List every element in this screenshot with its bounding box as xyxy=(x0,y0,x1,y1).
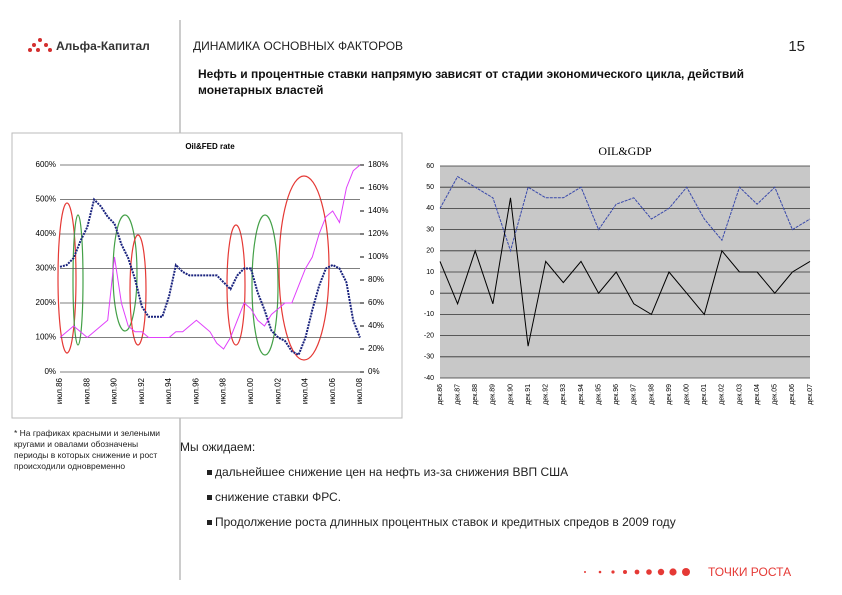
y2-tick-label: 60% xyxy=(368,298,384,307)
subtitle-box: Нефть и процентные ставки напрямую завис… xyxy=(198,67,745,97)
y-tick-label: 50 xyxy=(426,184,434,191)
chart-title: Oil&FED rate xyxy=(185,142,235,151)
bullet: снижение ставки ФРС. xyxy=(215,490,341,504)
y-tick-label: 60 xyxy=(426,163,434,170)
y2-tick-label: 80% xyxy=(368,275,384,284)
x-tick-label: дек.07 xyxy=(807,384,814,405)
x-tick-label: июл.08 xyxy=(355,377,364,404)
x-tick-label: дек.92 xyxy=(543,384,550,405)
y2-tick-label: 180% xyxy=(368,160,388,169)
x-tick-label: дек.90 xyxy=(507,384,514,405)
page-number: 15 xyxy=(788,38,805,55)
y-tick-label: 200% xyxy=(36,298,56,307)
subtitle: Нефть и процентные ставки напрямую завис… xyxy=(198,67,745,97)
series-line xyxy=(439,197,811,347)
footer-dots xyxy=(584,568,690,576)
y-tick-label: 0 xyxy=(430,290,434,297)
footnote: * На графиках красными и зелеными кругам… xyxy=(14,428,161,471)
x-tick-label: июл.02 xyxy=(273,377,282,404)
x-tick-label: дек.01 xyxy=(701,384,708,405)
x-tick-label: июл.00 xyxy=(246,377,255,404)
series-line xyxy=(59,164,361,350)
y2-tick-label: 40% xyxy=(368,321,384,330)
x-tick-label: июл.94 xyxy=(164,377,173,404)
y-tick-label: 600% xyxy=(36,160,56,169)
ovals xyxy=(57,175,330,361)
x-tick-label: дек.93 xyxy=(560,384,567,405)
x-tick-label: дек.95 xyxy=(595,384,602,405)
y-tick-label: -10 xyxy=(424,311,434,318)
bullets xyxy=(207,470,212,525)
header-title: ДИНАМИКА ОСНОВНЫХ ФАКТОРОВ xyxy=(193,39,403,53)
y-tick-label: -30 xyxy=(424,354,434,361)
x-tick-label: дек.03 xyxy=(736,384,743,405)
expect-title: Мы ожидаем: xyxy=(180,440,255,454)
x-tick-label: дек.94 xyxy=(578,384,585,405)
x-tick-label: дек.04 xyxy=(754,384,761,405)
x-tick-label: дек.88 xyxy=(472,384,479,405)
footnote-box: * На графиках красными и зелеными кругам… xyxy=(14,428,161,471)
x-tick-label: июл.04 xyxy=(301,377,310,404)
x-tick-label: дек.02 xyxy=(719,384,726,405)
x-tick-label: дек.06 xyxy=(789,384,796,405)
series-line xyxy=(59,197,361,357)
y-tick-label: 40 xyxy=(426,205,434,212)
x-tick-label: дек.87 xyxy=(454,384,461,405)
x-tick-label: июл.86 xyxy=(55,377,64,404)
x-tick-label: дек.05 xyxy=(772,384,779,405)
y2-tick-label: 160% xyxy=(368,183,388,192)
y-tick-label: -40 xyxy=(424,375,434,382)
x-tick-label: июл.88 xyxy=(82,377,91,404)
y-tick-label: 20 xyxy=(426,248,434,255)
footer: ТОЧКИ РОСТА xyxy=(708,565,791,579)
x-tick-label: дек.96 xyxy=(613,384,620,405)
logo: Альфа-Капитал xyxy=(56,39,150,53)
x-tick-label: дек.97 xyxy=(631,384,638,405)
x-tick-label: дек.89 xyxy=(490,384,497,405)
bullet: Продолжение роста длинных процентных ста… xyxy=(215,515,676,529)
x-tick-label: июл.90 xyxy=(110,377,119,404)
y2-tick-label: 120% xyxy=(368,229,388,238)
x-tick-label: июл.92 xyxy=(137,377,146,404)
y-tick-label: 400% xyxy=(36,229,56,238)
x-tick-label: дек.86 xyxy=(437,384,444,405)
x-tick-label: дек.98 xyxy=(648,384,655,405)
x-tick-label: июл.98 xyxy=(219,377,228,404)
x-tick-label: дек.00 xyxy=(684,384,691,405)
y2-tick-label: 100% xyxy=(368,252,388,261)
y-tick-label: 30 xyxy=(426,226,434,233)
y-tick-label: -20 xyxy=(424,332,434,339)
x-tick-label: июл.96 xyxy=(191,377,200,404)
y-tick-label: 100% xyxy=(36,333,56,342)
y2-tick-label: 20% xyxy=(368,344,384,353)
y2-tick-label: 0% xyxy=(368,367,380,376)
chart-title: OIL&GDP xyxy=(598,144,652,158)
y-tick-label: 300% xyxy=(36,264,56,273)
logo-icon xyxy=(28,38,52,52)
bullet: дальнейшее снижение цен на нефть из-за с… xyxy=(215,465,568,479)
x-tick-label: дек.99 xyxy=(666,384,673,405)
x-tick-label: июл.06 xyxy=(328,377,337,404)
y-tick-label: 0% xyxy=(44,367,56,376)
y-tick-label: 10 xyxy=(426,269,434,276)
series-line xyxy=(439,175,811,253)
y-tick-label: 500% xyxy=(36,195,56,204)
y2-tick-label: 140% xyxy=(368,206,388,215)
x-tick-label: дек.91 xyxy=(525,384,532,405)
